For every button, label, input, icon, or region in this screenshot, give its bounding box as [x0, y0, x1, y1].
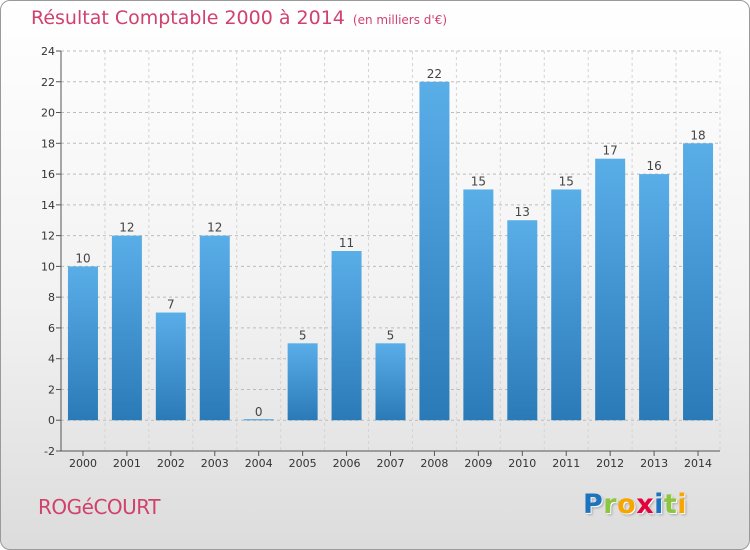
bar-value-label: 16: [646, 159, 661, 173]
bar-value-label: 12: [119, 221, 134, 235]
bar-value-label: 15: [471, 174, 486, 188]
logo-letter: P: [583, 489, 604, 520]
x-tick-label: 2014: [684, 457, 712, 470]
logo-letter: r: [603, 489, 618, 520]
y-tick-label: 10: [41, 260, 55, 273]
x-tick-label: 2011: [552, 457, 580, 470]
bar-value-label: 5: [299, 328, 307, 342]
x-tick-label: 2007: [377, 457, 405, 470]
bar: [67, 266, 98, 421]
y-tick-label: 16: [41, 168, 55, 181]
bar-value-label: 12: [207, 221, 222, 235]
x-tick-label: 2010: [508, 457, 536, 470]
bar: [375, 343, 406, 421]
y-tick-label: 14: [41, 199, 55, 212]
bar-value-label: 0: [255, 405, 263, 419]
x-tick-label: 2012: [596, 457, 624, 470]
bars: [67, 81, 714, 421]
x-tick-label: 2005: [289, 457, 317, 470]
y-tick-label: -2: [44, 445, 55, 458]
bar-value-label: 15: [559, 174, 574, 188]
bar: [419, 81, 450, 421]
bar-value-label: 18: [690, 128, 705, 142]
commune-name: ROGéCOURT: [38, 495, 160, 519]
bar: [243, 419, 274, 421]
x-tick-label: 2008: [420, 457, 448, 470]
x-tick-label: 2009: [464, 457, 492, 470]
bar: [199, 235, 230, 421]
x-tick-label: 2002: [157, 457, 185, 470]
x-tick-label: 2013: [640, 457, 668, 470]
y-tick-label: 18: [41, 137, 55, 150]
y-tick-label: 2: [48, 383, 55, 396]
logo-letter: x: [636, 489, 655, 520]
proxiti-logo: Proxiti: [583, 489, 687, 520]
bar-value-label: 13: [515, 205, 530, 219]
y-tick-label: 24: [41, 45, 55, 58]
logo-letter: t: [663, 489, 678, 520]
y-tick-label: 22: [41, 76, 55, 89]
x-tick-label: 2006: [333, 457, 361, 470]
x-tick-label: 2003: [201, 457, 229, 470]
y-tick-label: 12: [41, 230, 55, 243]
chart-title-text: Résultat Comptable 2000 à 2014: [31, 7, 345, 29]
bar: [331, 251, 362, 421]
bar: [111, 235, 142, 421]
chart-subtitle: (en milliers d'€): [352, 13, 448, 27]
bar-value-label: 7: [167, 298, 175, 312]
data-labels: 10 12 7 12 0 5 11 5 22 15 13 15 17 16 18: [75, 67, 705, 419]
y-tick-label: 6: [48, 322, 55, 335]
x-tick-label: 2000: [69, 457, 97, 470]
bar: [287, 343, 318, 421]
y-tick-label: 8: [48, 291, 55, 304]
bar-value-label: 11: [339, 236, 354, 250]
bar: [595, 158, 626, 421]
bar: [507, 220, 538, 421]
bar: [683, 143, 714, 421]
bar-value-label: 22: [427, 67, 442, 81]
logo-letter: i: [677, 489, 688, 520]
logo-letter: o: [617, 489, 637, 520]
y-tick-label: 4: [48, 353, 55, 366]
bar: [639, 174, 670, 421]
x-tick-label: 2004: [245, 457, 273, 470]
bar: [155, 312, 186, 421]
bar-value-label: 5: [387, 328, 395, 342]
y-tick-label: 20: [41, 107, 55, 120]
bar: [551, 189, 582, 421]
chart-title: Résultat Comptable 2000 à 2014 (en millie…: [31, 7, 447, 29]
logo-letter: i: [654, 489, 664, 520]
bar: [463, 189, 494, 421]
bar-value-label: 10: [75, 251, 90, 265]
y-tick-label: 0: [48, 414, 55, 427]
x-tick-label: 2001: [113, 457, 141, 470]
bar-value-label: 17: [603, 144, 618, 158]
